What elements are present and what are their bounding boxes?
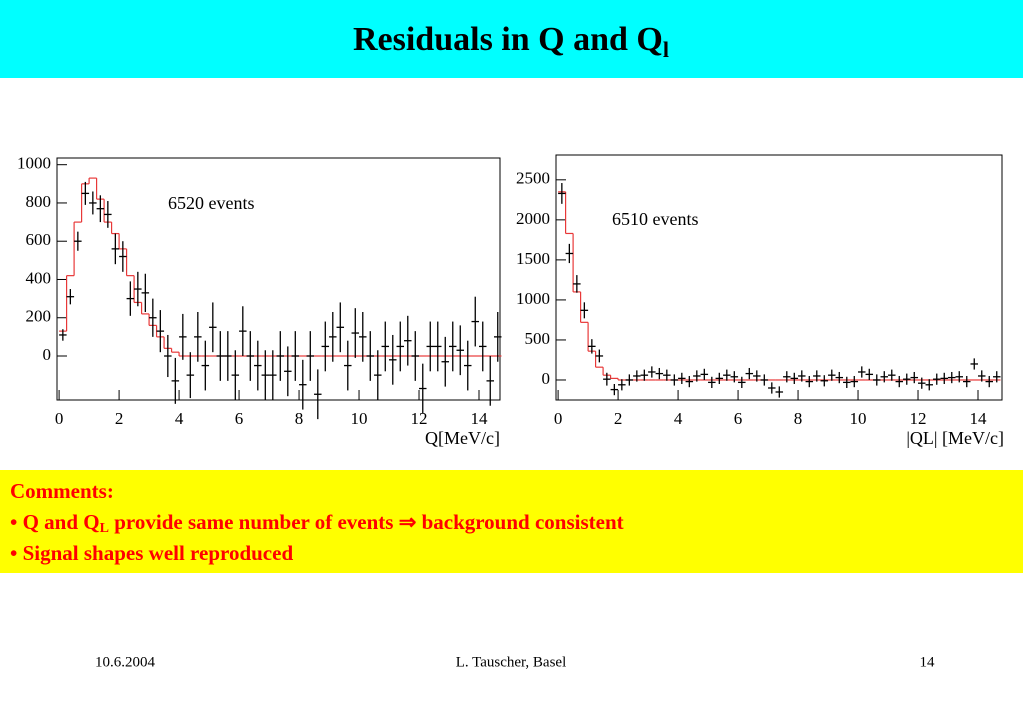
y-tick-label: 400: [26, 268, 52, 287]
title-bar: [0, 0, 1023, 78]
x-tick-label: 0: [55, 409, 64, 428]
bullet-1-a: • Q and Q: [10, 510, 100, 534]
y-tick-label: 800: [26, 192, 52, 211]
y-tick-label: 600: [26, 230, 52, 249]
bullet-1-sub: L: [100, 521, 109, 536]
y-tick-label: 200: [26, 307, 52, 326]
footer-date: 10.6.2004: [95, 654, 156, 670]
x-tick-label: 0: [554, 409, 563, 428]
y-tick-label: 2500: [516, 169, 550, 188]
y-tick-label: 1000: [516, 289, 550, 308]
x-tick-label: 6: [734, 409, 743, 428]
title-main: Residuals in Q and Q: [353, 21, 663, 58]
x-axis-label: Q[MeV/c]: [425, 428, 500, 448]
plot-frame: [555, 154, 1003, 401]
annotation: 6520 events: [168, 193, 254, 213]
x-tick-label: 14: [970, 409, 988, 428]
annotation: 6510 events: [612, 209, 698, 229]
slide-title: Residuals in Q and Ql: [353, 21, 669, 62]
comments-heading: Comments:: [10, 479, 114, 503]
x-tick-label: 2: [115, 409, 124, 428]
y-tick-label: 1500: [516, 249, 550, 268]
x-tick-label: 12: [411, 409, 428, 428]
x-axis-label: |QL| [MeV/c]: [906, 428, 1004, 448]
footer-author: L. Tauscher, Basel: [456, 654, 567, 670]
x-tick-label: 8: [295, 409, 304, 428]
y-tick-label: 2000: [516, 209, 550, 228]
bullet-1-arrow: ⇒: [399, 510, 417, 534]
bullet-1-b: provide same number of events: [109, 510, 399, 534]
comments-box: [0, 470, 1023, 573]
x-tick-label: 4: [175, 409, 184, 428]
y-tick-label: 500: [525, 329, 551, 348]
x-tick-label: 6: [235, 409, 244, 428]
x-tick-label: 10: [850, 409, 867, 428]
plot-frame: [56, 157, 501, 401]
x-tick-label: 10: [351, 409, 368, 428]
bullet-2: • Signal shapes well reproduced: [10, 541, 293, 565]
y-tick-label: 1000: [17, 154, 51, 173]
x-tick-label: 8: [794, 409, 803, 428]
footer-page: 14: [920, 654, 936, 670]
bullet-1: • Q and QL provide same number of events…: [10, 510, 624, 536]
y-tick-label: 0: [43, 345, 52, 364]
bullet-1-c: background consistent: [416, 510, 623, 534]
y-tick-label: 0: [542, 369, 551, 388]
x-tick-label: 14: [471, 409, 489, 428]
x-tick-label: 2: [614, 409, 623, 428]
x-tick-label: 4: [674, 409, 683, 428]
x-tick-label: 12: [910, 409, 927, 428]
title-subscript: l: [663, 37, 669, 62]
